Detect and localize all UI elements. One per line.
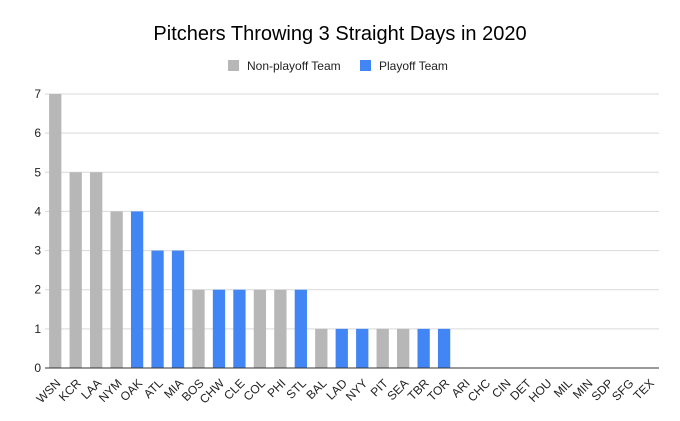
x-tick-label: NYY [343, 376, 370, 403]
bar-phi [274, 289, 287, 368]
y-tick-label: 7 [34, 87, 41, 101]
bar-bos [192, 289, 205, 368]
y-tick-label: 0 [34, 361, 41, 375]
x-tick-label: STL [283, 376, 309, 402]
legend-swatch-non-playoff [228, 60, 239, 71]
bar-lad [335, 328, 348, 368]
bar-sea [397, 328, 410, 368]
legend-label-playoff: Playoff Team [379, 59, 448, 73]
bar-nyy [356, 328, 369, 368]
bar-pit [376, 328, 389, 368]
x-axis-ticks: WSNKCRLAANYMOAKATLMIABOSCHWCLECOLPHISTLB… [34, 376, 657, 407]
bar-atl [151, 250, 164, 368]
legend-swatch-playoff [360, 60, 371, 71]
bar-chw [212, 289, 226, 368]
bar-tor [437, 328, 451, 368]
bar-cle [233, 289, 246, 368]
y-axis-ticks: 0 1 2 3 4 5 6 7 [34, 87, 41, 375]
x-tick-label: MIL [551, 376, 575, 400]
y-tick-label: 3 [34, 244, 41, 258]
bar-nym [110, 211, 123, 368]
bar-tbr [417, 328, 430, 368]
bar-col [253, 289, 267, 368]
y-tick-label: 2 [34, 283, 41, 297]
x-tick-label: ATL [141, 376, 166, 401]
y-tick-label: 1 [34, 322, 41, 336]
bar-oak [130, 211, 144, 368]
bar-wsn [49, 94, 62, 368]
gridlines [45, 93, 659, 330]
bar-mia [171, 250, 185, 368]
x-tick-label: PHI [264, 376, 288, 400]
bar-laa [90, 172, 103, 368]
bars [49, 94, 451, 368]
chart-title: Pitchers Throwing 3 Straight Days in 202… [153, 23, 526, 45]
bar-bal [315, 328, 328, 368]
legend-label-non-playoff: Non-playoff Team [247, 59, 341, 73]
bar-stl [294, 289, 307, 368]
y-tick-label: 6 [34, 126, 41, 140]
y-tick-label: 5 [34, 165, 41, 179]
y-tick-label: 4 [34, 204, 41, 218]
x-tick-label: BAL [303, 376, 329, 402]
x-tick-label: TEX [630, 376, 656, 402]
legend: Non-playoff Team Playoff Team [228, 59, 448, 73]
bar-kcr [69, 172, 82, 368]
